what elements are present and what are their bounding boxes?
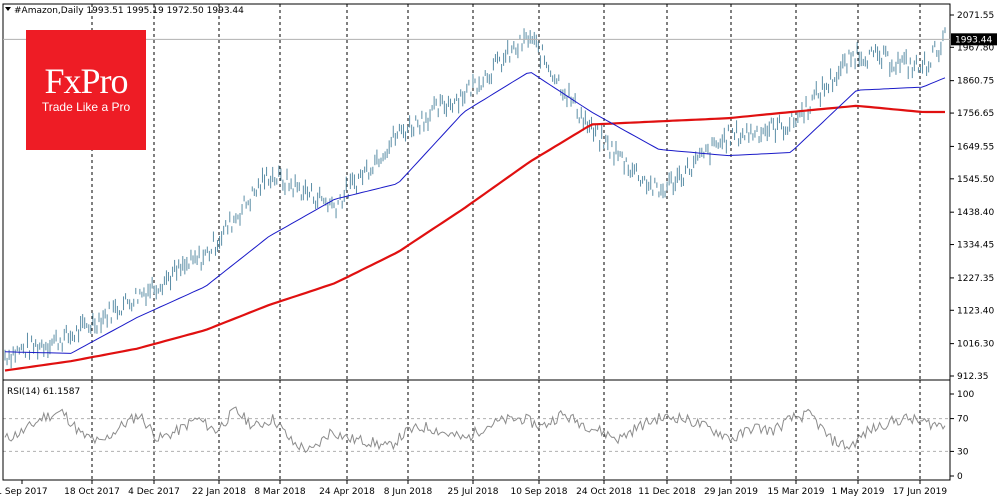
x-tick-label: 1 May 2019 bbox=[832, 487, 885, 497]
x-tick-label: 1 Sep 2017 bbox=[0, 487, 48, 497]
logo-brand: FxPro bbox=[44, 61, 128, 101]
y-axis: 2071.55 1967.80 1860.75 1756.65 1649.55 1545.… bbox=[950, 11, 994, 482]
x-tick-label: 24 Apr 2018 bbox=[319, 487, 375, 497]
rsi-label: RSI(14) 61.1587 bbox=[7, 387, 80, 397]
current-price-box bbox=[951, 33, 997, 46]
y-tick-label: 1123.40 bbox=[957, 306, 994, 316]
rsi-y-tick-label: 0 bbox=[957, 472, 963, 482]
logo-tagline: Trade Like a Pro bbox=[41, 100, 131, 114]
current-price-label: 1993.44 bbox=[955, 35, 992, 45]
rsi-y-tick-label: 70 bbox=[957, 415, 969, 425]
y-tick-label: 1545.50 bbox=[957, 175, 994, 185]
y-tick-label: 1227.35 bbox=[957, 274, 994, 284]
x-tick-label: 29 Jan 2019 bbox=[704, 487, 758, 497]
y-tick-label: 1967.80 bbox=[957, 43, 994, 53]
rsi-y-tick-label: 30 bbox=[957, 447, 969, 457]
rsi-panel bbox=[3, 406, 950, 453]
rsi-y-tick-label: 100 bbox=[957, 390, 974, 400]
x-tick-label: 25 Jul 2018 bbox=[448, 487, 499, 497]
x-tick-label: 15 Mar 2019 bbox=[767, 487, 824, 497]
y-tick-label: 1016.30 bbox=[957, 340, 994, 350]
x-tick-label: 22 Jan 2018 bbox=[192, 487, 246, 497]
x-tick-label: 4 Dec 2017 bbox=[128, 487, 180, 497]
rsi-panel-frame bbox=[2, 379, 951, 481]
triangle-down-icon[interactable] bbox=[5, 7, 11, 11]
y-tick-label: 1756.65 bbox=[957, 109, 994, 119]
x-tick-label: 24 Oct 2018 bbox=[576, 487, 632, 497]
x-tick-label: 11 Dec 2018 bbox=[638, 487, 696, 497]
y-tick-label: 1649.55 bbox=[957, 142, 994, 152]
x-axis: 1 Sep 2017 18 Oct 2017 4 Dec 2017 22 Jan 20… bbox=[0, 480, 947, 497]
rsi-line bbox=[4, 406, 946, 453]
symbol-header: #Amazon,Daily 1993.51 1995.19 1972.50 19… bbox=[14, 6, 244, 16]
y-tick-label: 1334.45 bbox=[957, 241, 994, 251]
current-price-marker: 1993.44 bbox=[3, 33, 997, 46]
fxpro-logo: FxPro Trade Like a Pro bbox=[26, 30, 146, 150]
moving-average-fast-line bbox=[4, 72, 946, 354]
x-tick-label: 18 Oct 2017 bbox=[64, 487, 120, 497]
x-tick-label: 8 Mar 2018 bbox=[254, 487, 306, 497]
y-tick-label: 1438.40 bbox=[957, 208, 994, 218]
y-tick-label: 1860.75 bbox=[957, 77, 994, 87]
moving-averages bbox=[4, 72, 946, 372]
y-tick-label: 2071.55 bbox=[957, 11, 994, 21]
x-tick-label: 10 Sep 2018 bbox=[510, 487, 567, 497]
y-tick-label: 912.35 bbox=[957, 372, 989, 382]
moving-average-slow-line bbox=[4, 104, 945, 372]
price-series bbox=[4, 27, 946, 369]
x-tick-label: 8 Jun 2018 bbox=[384, 487, 433, 497]
vertical-grid bbox=[91, 4, 921, 480]
x-tick-label: 17 Jun 2019 bbox=[893, 487, 947, 497]
